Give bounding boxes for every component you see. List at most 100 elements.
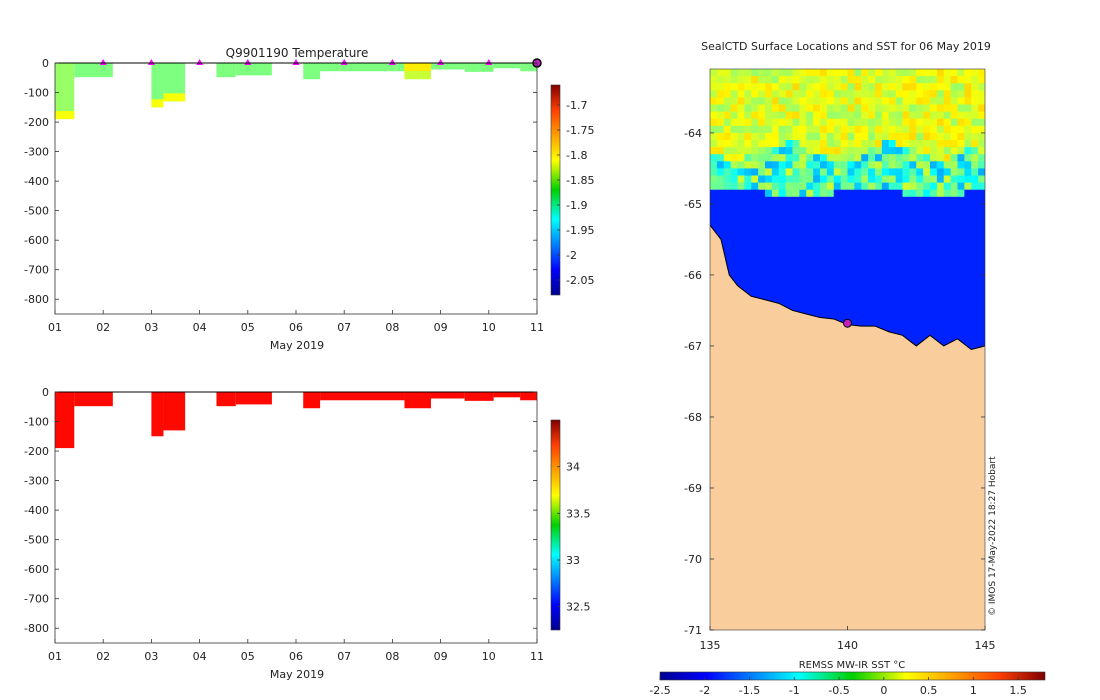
sst-cell-401: [716, 140, 725, 148]
sst-cell-219: [840, 104, 849, 113]
sst-cell-582: [861, 168, 869, 177]
sst-cell-15: [813, 69, 821, 77]
sst-cell-1138: [833, 267, 842, 276]
sst-cell-1238: [971, 282, 979, 290]
sst-cell-1042: [723, 253, 732, 262]
map-xtick-label-2: 145: [975, 639, 996, 652]
xtick-label-7: 08: [385, 650, 399, 663]
sst-cell-879: [978, 218, 985, 226]
sst-cell-691: [785, 189, 794, 198]
sst-cell-366: [751, 132, 759, 141]
sst-cell-707: [895, 189, 904, 198]
sst-cell-654: [806, 182, 814, 191]
sst-cell-1004: [737, 246, 745, 255]
sst-cell-378: [833, 132, 842, 141]
sst-cell-720: [710, 196, 718, 205]
ytick-label-4: -400: [24, 175, 49, 188]
sst-cell-936: [820, 232, 828, 241]
sst-cell-303: [868, 118, 876, 127]
sst-cell-1510: [916, 331, 924, 340]
sst-cell-1554: [943, 338, 952, 347]
sst-cell-982: [861, 239, 869, 248]
sst-cell-885: [744, 225, 752, 233]
sst-cell-644: [737, 182, 745, 191]
surfacing-marker-6: [388, 59, 396, 65]
sst-cell-703: [868, 189, 876, 198]
sst-cell-83: [730, 83, 739, 91]
sst-cell-745: [881, 196, 890, 205]
sst-cell-833: [936, 211, 945, 219]
temperature-colorbar-ticks: -1.7-1.75-1.8-1.85-1.9-1.95-2-2.05: [557, 99, 594, 287]
sst-cell-1178: [833, 274, 842, 283]
sst-cell-1214: [806, 282, 814, 290]
seal-location-marker: [843, 318, 852, 328]
sst-cell-61: [854, 76, 862, 84]
sst-cell-925: [744, 232, 752, 241]
sst-cell-664: [875, 182, 883, 191]
sst-cell-146: [888, 90, 897, 99]
sst-cell-1107: [895, 260, 904, 269]
sst-cell-1166: [751, 274, 759, 283]
sst-cell-129: [771, 90, 780, 99]
sst-cell-36: [957, 69, 965, 77]
sst-cell-1084: [737, 260, 745, 269]
sst-cell-866: [888, 218, 897, 226]
sst-cell-968: [765, 239, 773, 248]
sst-cell-756: [957, 196, 965, 205]
sst-cell-509: [909, 154, 917, 162]
sst-cell-1108: [902, 260, 910, 269]
sst-cell-786: [888, 203, 897, 212]
sst-cell-1062: [861, 253, 869, 262]
sst-cell-1298: [833, 296, 842, 304]
sst-cell-850: [778, 218, 787, 226]
sst-cell-199: [978, 97, 985, 106]
sst-cell-522: [723, 161, 732, 170]
sst-cell-1248: [765, 289, 773, 297]
sst-cell-136: [820, 90, 828, 99]
sst-cell-615: [813, 175, 821, 184]
sst-cell-1069: [909, 253, 917, 262]
sst-cell-55: [813, 76, 821, 84]
sst-cell-386: [888, 132, 897, 141]
sst-cell-228: [902, 104, 910, 113]
sst-cell-957: [964, 232, 972, 241]
ytick-label-0: 0: [42, 386, 49, 399]
sst-cell-484: [737, 154, 745, 162]
sst-cell-141: [854, 90, 862, 99]
sst-cell-942: [861, 232, 869, 241]
sst-cell-776: [820, 203, 828, 212]
sst-cell-88: [765, 83, 773, 91]
sst-cell-902: [861, 225, 869, 233]
sst-cell-113: [936, 83, 945, 91]
sst-cell-51: [785, 76, 794, 84]
sst-cell-453: [799, 147, 807, 155]
sst-cell-652: [792, 182, 800, 191]
sst-cb-tick-label-4: -0.5: [828, 684, 849, 697]
sst-cell-907: [895, 225, 904, 233]
sst-cell-621: [854, 175, 862, 184]
sst-cell-1090: [778, 260, 787, 269]
sst-cell-784: [875, 203, 883, 212]
sst-cell-206: [751, 104, 759, 113]
sst-cell-757: [964, 196, 972, 205]
sst-cell-407: [758, 140, 766, 148]
sst-cell-1030: [916, 246, 924, 255]
sst-cell-668: [902, 182, 910, 191]
sst-cell-1067: [895, 253, 904, 262]
sst-cell-1343: [868, 303, 876, 312]
sst-cell-565: [744, 168, 752, 177]
sst-cell-646: [751, 182, 759, 191]
sst-cell-1229: [909, 282, 917, 290]
sst-cell-1387: [895, 310, 904, 319]
sst-cell-763: [730, 203, 739, 212]
sst-cell-765: [744, 203, 752, 212]
sst-cell-1333: [799, 303, 807, 312]
sst-cell-704: [875, 189, 883, 198]
sst-cell-721: [716, 196, 725, 205]
surfacing-marker-2: [196, 59, 204, 65]
sst-cell-456: [820, 147, 828, 155]
profile-bar-7: [320, 392, 405, 401]
sst-cell-224: [875, 104, 883, 113]
sst-cell-73: [936, 76, 945, 84]
